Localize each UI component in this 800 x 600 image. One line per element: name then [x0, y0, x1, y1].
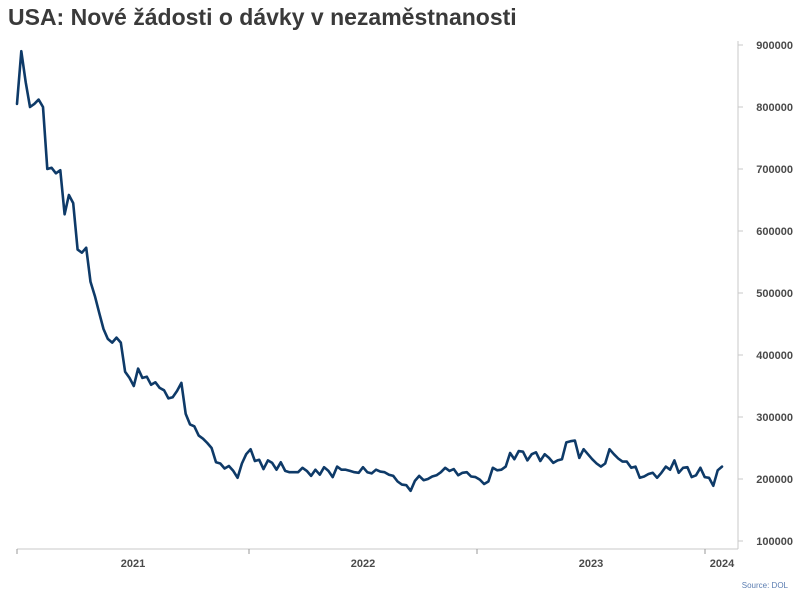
y-tick-label: 700000	[756, 164, 793, 176]
x-tick-label: 2023	[579, 558, 603, 570]
x-tick-label: 2021	[121, 558, 145, 570]
source-note: Source: DOL	[741, 581, 788, 590]
y-tick-label: 600000	[756, 226, 793, 238]
plot-area	[15, 49, 724, 493]
y-tick-label: 800000	[756, 102, 793, 114]
y-tick-label: 900000	[756, 40, 793, 52]
y-tick-label: 200000	[756, 474, 793, 486]
x-tick-label: 2024	[710, 558, 735, 570]
x-tick-label: 2022	[351, 558, 375, 570]
y-tick-label: 300000	[756, 412, 793, 424]
y-tick-label: 500000	[756, 288, 793, 300]
y-tick-label: 100000	[756, 536, 793, 548]
tick-labels-layer: 100000 200000 300000 400000 500000 600000 7000…	[121, 40, 793, 570]
series-line	[15, 49, 724, 493]
chart-title: USA: Nové žádosti o dávky v nezaměstnano…	[8, 4, 517, 30]
axes-layer	[16, 41, 743, 554]
y-tick-label: 400000	[756, 350, 793, 362]
